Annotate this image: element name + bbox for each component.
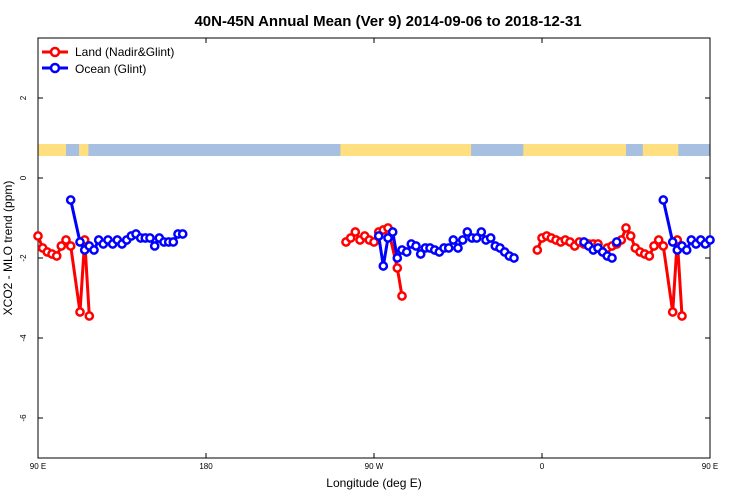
series-lines — [33, 195, 715, 321]
land-mask-strip — [38, 144, 710, 156]
data-point-ocean — [509, 253, 519, 263]
chart-title: 40N-45N Annual Mean (Ver 9) 2014-09-06 t… — [194, 13, 581, 30]
data-point-land — [350, 227, 361, 237]
data-point-land — [84, 311, 95, 321]
x-tick-label: 90 E — [702, 462, 718, 471]
data-point-land — [392, 263, 403, 273]
data-point-ocean — [75, 237, 85, 247]
data-point-ocean — [177, 229, 188, 239]
strip-land-band — [340, 144, 472, 156]
y-axis: 2 0 -2 -4 -6 — [19, 95, 710, 422]
data-point-ocean — [411, 241, 421, 251]
data-point-ocean — [378, 261, 389, 271]
data-point-ocean — [485, 233, 496, 243]
data-point-land — [625, 231, 636, 241]
data-point-ocean — [457, 235, 468, 245]
data-point-land — [397, 291, 407, 301]
strip-land-band — [79, 144, 89, 156]
data-point-ocean — [667, 237, 678, 247]
data-point-ocean — [415, 249, 426, 259]
data-point-land — [56, 241, 67, 251]
data-point-ocean — [448, 235, 459, 245]
strip-land-band — [642, 144, 679, 156]
data-point-ocean — [89, 245, 99, 255]
x-tick-label: 90 E — [30, 462, 46, 471]
strip-land-band — [38, 144, 66, 156]
data-point-land — [532, 245, 543, 255]
y-tick-label: 2 — [19, 95, 28, 100]
data-point-ocean — [462, 227, 473, 237]
data-point-land — [51, 251, 62, 261]
data-point-ocean — [476, 227, 487, 237]
data-point-land — [644, 251, 655, 261]
x-axis: 90 E 180 90 W 0 90 E — [30, 38, 718, 471]
x-tick-label: 180 — [199, 462, 213, 471]
data-point-land — [61, 235, 71, 245]
data-point-ocean — [149, 241, 160, 251]
data-point-ocean — [145, 233, 155, 243]
legend-item-ocean: Ocean (Glint) — [42, 62, 146, 76]
legend-item-land: Land (Nadir&Glint) — [42, 45, 174, 59]
data-point-land — [677, 311, 687, 321]
data-point-ocean — [471, 233, 482, 243]
data-point-ocean — [392, 253, 403, 263]
strip-land-band — [523, 144, 626, 156]
data-point-land — [667, 307, 678, 317]
data-point-land — [658, 241, 669, 251]
y-axis-title: XCO2 - MLO trend (ppm) — [1, 181, 15, 316]
data-point-ocean — [607, 253, 617, 263]
data-point-ocean — [168, 237, 179, 247]
legend-label-land: Land (Nadir&Glint) — [75, 45, 174, 59]
data-point-ocean — [373, 231, 384, 241]
x-tick-label: 90 W — [365, 462, 384, 471]
data-point-ocean — [383, 233, 393, 243]
data-point-land — [75, 307, 85, 317]
data-point-land — [369, 237, 379, 247]
legend: Land (Nadir&Glint) Ocean (Glint) — [42, 45, 174, 76]
data-point-ocean — [387, 227, 398, 237]
data-point-ocean — [443, 243, 454, 253]
y-tick-label: -6 — [19, 414, 28, 422]
data-point-ocean — [401, 247, 412, 257]
y-tick-label: -2 — [19, 254, 28, 262]
y-tick-label: 0 — [19, 175, 28, 180]
legend-marker-ocean — [49, 62, 61, 74]
data-point-land — [653, 235, 664, 245]
x-axis-title: Longitude (deg E) — [326, 476, 421, 490]
data-point-land — [649, 241, 659, 251]
data-point-ocean — [65, 195, 76, 205]
data-point-ocean — [658, 195, 669, 205]
data-point-ocean — [705, 235, 715, 245]
legend-marker-land — [49, 46, 61, 58]
y-tick-label: -4 — [19, 334, 28, 342]
legend-label-ocean: Ocean (Glint) — [75, 62, 146, 76]
data-point-land — [65, 241, 76, 251]
data-point-land — [33, 231, 43, 241]
data-point-land — [621, 223, 631, 233]
data-point-ocean — [611, 237, 622, 247]
data-point-ocean — [681, 245, 692, 255]
x-tick-label: 0 — [540, 462, 545, 471]
data-point-land — [345, 233, 356, 243]
data-point-ocean — [453, 243, 463, 253]
